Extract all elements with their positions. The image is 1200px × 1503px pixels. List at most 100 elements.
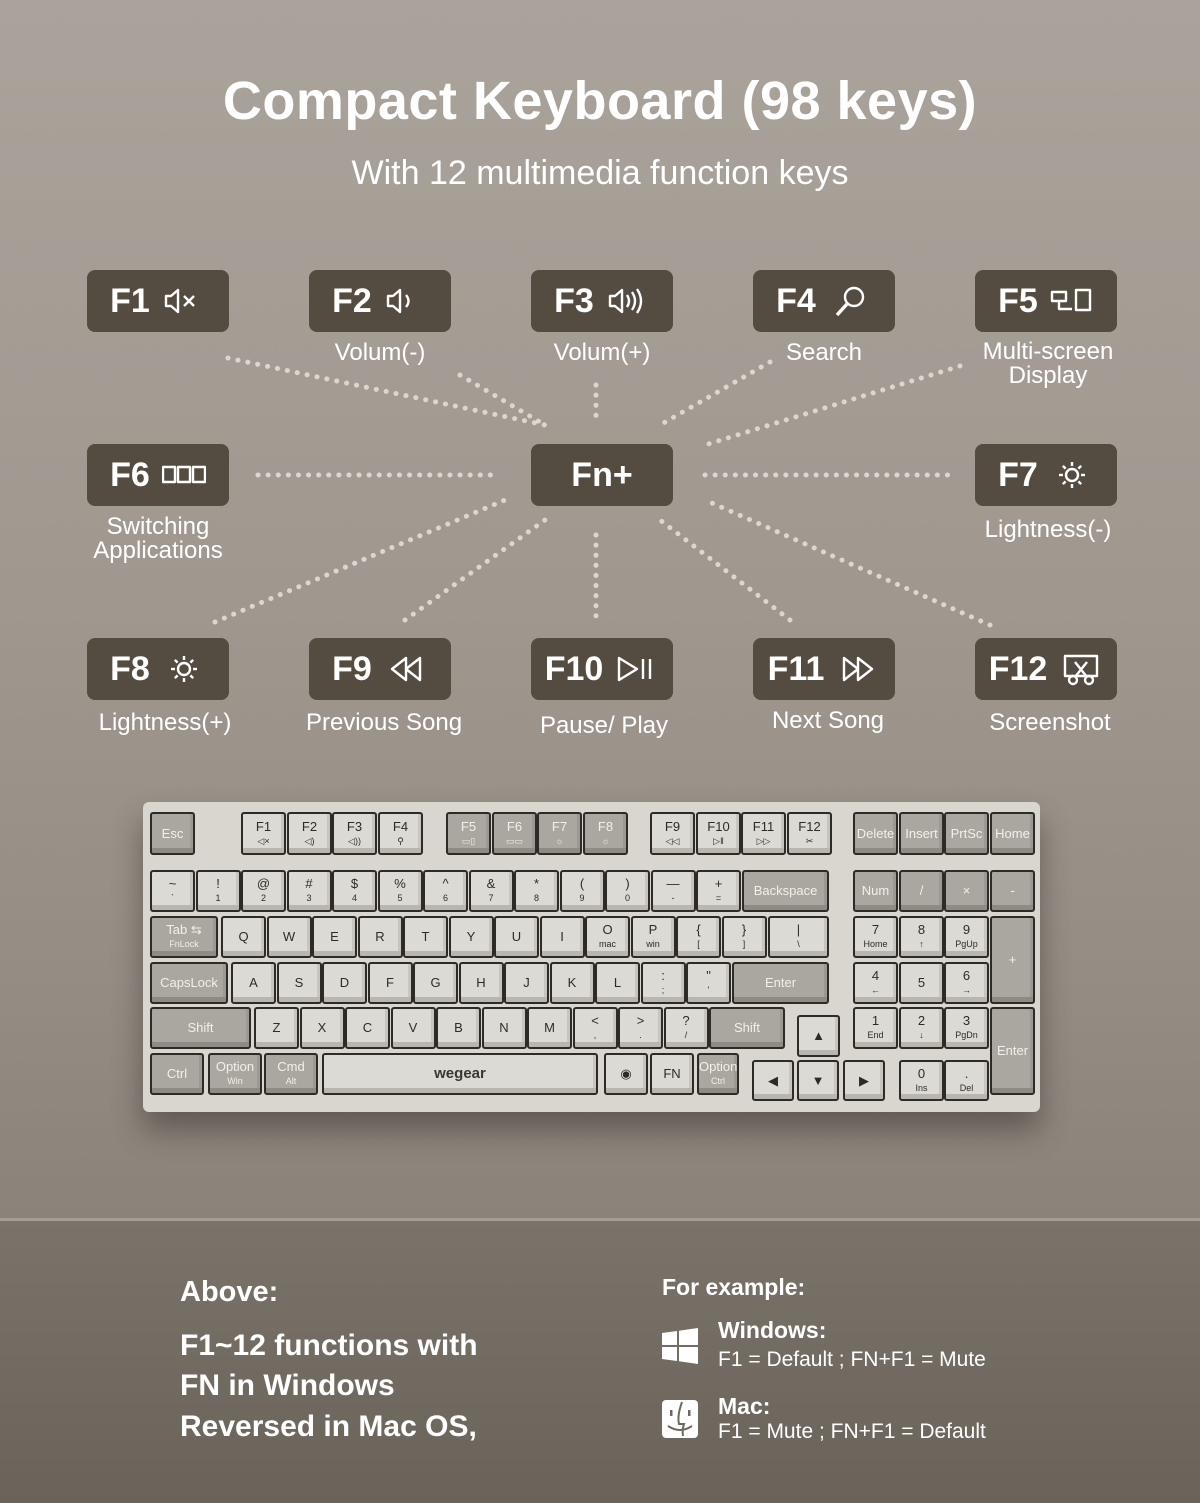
key: - <box>990 870 1035 912</box>
fkey-label: F1 <box>110 281 150 320</box>
fkey-description: Pause/ Play <box>539 712 669 739</box>
key: >. <box>618 1007 663 1049</box>
key: / <box>899 870 944 912</box>
fkey-label: F4 <box>776 281 816 320</box>
fkey-description: Search <box>785 339 863 366</box>
dotted-line <box>457 372 548 428</box>
key-top-legend: ! <box>216 876 220 891</box>
key-top-legend: + <box>714 876 723 891</box>
key-bottom-legend: ↑ <box>919 939 924 949</box>
key: Ctrl <box>150 1053 204 1095</box>
key: Shift <box>709 1007 785 1049</box>
key-top-legend: F6 <box>506 818 523 834</box>
fkey-label: F2 <box>332 281 372 320</box>
key-bottom-legend: mac <box>598 939 616 949</box>
page-subtitle: With 12 multimedia function keys <box>351 154 849 192</box>
key: F9 ◁◁ <box>650 812 695 855</box>
key-top-legend: $ <box>350 876 359 891</box>
key-bottom-legend: PgDn <box>955 1030 978 1040</box>
key: M <box>527 1007 572 1049</box>
key-bottom-legend: = <box>715 893 722 903</box>
fkey-description: Screenshot <box>989 709 1111 736</box>
key: Backspace <box>742 870 829 912</box>
key: Home <box>990 812 1035 855</box>
key-top-legend: S <box>294 975 304 990</box>
fkey-description: Multi-screen Display <box>982 338 1114 389</box>
key: | \ <box>768 916 829 958</box>
key-top-legend: ◀ <box>768 1072 778 1088</box>
key: 8 ↑ <box>899 916 944 958</box>
key: PrtSc <box>944 812 989 855</box>
key-bottom-legend: Win <box>227 1076 243 1086</box>
key: N <box>481 1007 527 1049</box>
key-top-legend: R <box>375 929 385 944</box>
key-top-legend: } <box>741 922 747 937</box>
key: F7 ☼ <box>537 812 582 855</box>
key-top-legend: Option <box>215 1059 255 1074</box>
key: T <box>403 916 448 958</box>
key-top-legend: T <box>421 929 430 944</box>
key: 9 PgUp <box>944 916 989 958</box>
key-top-legend: 5 <box>917 975 926 990</box>
fkey-badge-f9: F9 <box>309 638 451 700</box>
key-bottom-legend: ← <box>871 985 880 995</box>
key-top-legend: M <box>544 1020 555 1035</box>
brand-logo: wegear <box>434 1065 486 1082</box>
key: Cmd Alt <box>264 1053 318 1095</box>
key: F2 ◁) <box>287 812 332 855</box>
key-top-legend: FN <box>663 1066 681 1081</box>
key-top-legend: N <box>499 1020 509 1035</box>
key-bottom-legend: ☼ <box>601 835 610 846</box>
key: ▲ <box>797 1015 840 1057</box>
key: ▶ <box>843 1060 885 1101</box>
key-top-legend: A <box>249 975 258 990</box>
key: Delete <box>853 812 898 855</box>
key-bottom-legend: ▷▷ <box>756 835 771 846</box>
key-top-legend: ◉ <box>620 1066 632 1081</box>
key-bottom-legend: → <box>962 985 971 995</box>
key: {[ <box>676 916 721 958</box>
key: 6 → <box>944 962 989 1004</box>
dotted-connectors <box>212 355 993 628</box>
volume-down-icon <box>386 288 410 314</box>
key-top-legend: F4 <box>392 818 409 834</box>
key-top-legend: < <box>591 1013 599 1028</box>
key-top-legend: K <box>567 975 577 990</box>
key-bottom-legend: 7 <box>488 893 494 903</box>
fkey-badge-f10: F10 <box>531 638 673 700</box>
key-top-legend: B <box>454 1020 463 1035</box>
key: — - <box>650 870 696 912</box>
key-top-legend: L <box>613 975 622 990</box>
key: 2 ↓ <box>899 1007 944 1049</box>
key: U <box>494 916 539 958</box>
key-bottom-legend: / <box>684 1030 688 1040</box>
dotted-line <box>657 517 793 623</box>
dotted-line <box>225 355 548 428</box>
key-top-legend: Enter <box>996 1043 1029 1058</box>
key-top-legend: % <box>394 876 406 891</box>
key: + <box>990 916 1035 1004</box>
play-pause-icon <box>618 656 652 682</box>
key: V <box>390 1007 436 1049</box>
key: F8 ☼ <box>583 812 628 855</box>
key-bottom-legend: win <box>646 939 660 949</box>
fkey-description: Volum(-) <box>334 339 426 366</box>
key: Option Win <box>208 1053 262 1095</box>
key-top-legend: F8 <box>597 818 614 834</box>
key: F5 ▭▯ <box>446 812 491 855</box>
key-top-legend: Num <box>861 883 890 898</box>
key-bottom-legend: ▭▭ <box>505 835 523 846</box>
key: CapsLock <box>150 962 228 1004</box>
mac-title: Mac: <box>718 1393 771 1419</box>
key: Enter <box>990 1007 1035 1095</box>
key: + = <box>696 870 741 912</box>
key-bottom-legend: 9 <box>579 893 585 903</box>
key-bottom-legend: Del <box>959 1082 974 1093</box>
fkey-badge-f2: F2 <box>309 270 451 332</box>
key: S <box>276 962 322 1004</box>
key-top-legend: / <box>919 883 924 898</box>
key-top-legend: I <box>560 929 564 944</box>
key: J <box>504 962 549 1004</box>
key: Z <box>254 1007 299 1049</box>
